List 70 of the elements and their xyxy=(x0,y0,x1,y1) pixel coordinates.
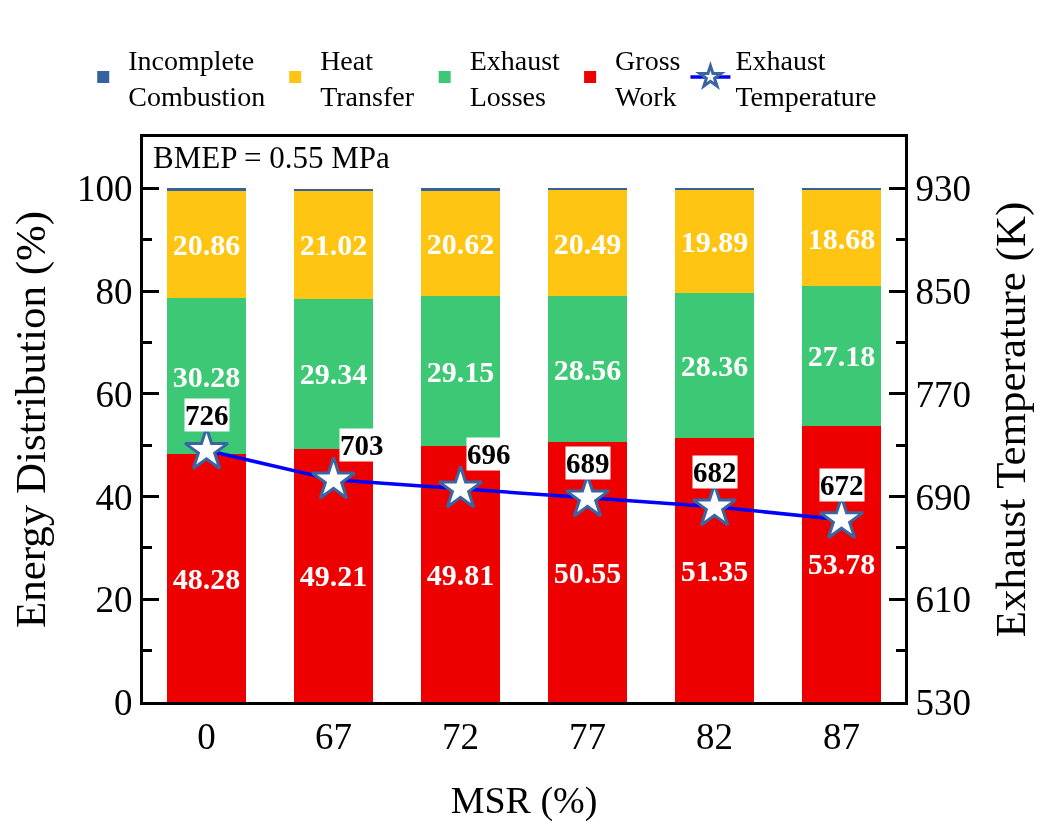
data-label: 29.15 xyxy=(426,354,495,388)
bar xyxy=(294,188,373,191)
legend-label: Exhaust Losses xyxy=(469,44,561,113)
bar xyxy=(548,295,627,443)
y-tick-label: 60 xyxy=(95,373,133,415)
data-label: 682 xyxy=(693,456,737,488)
y2-tick-label: 850 xyxy=(915,271,971,313)
bar xyxy=(675,438,754,702)
bar xyxy=(675,292,754,439)
data-label: 20.86 xyxy=(172,228,241,262)
y-tick-label: 100 xyxy=(77,168,133,210)
data-label: 28.36 xyxy=(680,348,749,382)
y-axis-title: Energy Distribution (%) xyxy=(7,210,55,629)
bar xyxy=(802,286,881,426)
data-label: 51.35 xyxy=(680,553,749,587)
bar xyxy=(294,190,373,299)
bar xyxy=(548,190,627,296)
data-label: 672 xyxy=(820,469,864,501)
data-label: 53.78 xyxy=(807,547,876,581)
data-label: 49.81 xyxy=(426,557,495,591)
bar xyxy=(802,190,881,287)
bar xyxy=(167,188,246,192)
y2-tick-label: 530 xyxy=(915,681,971,723)
data-label: 726 xyxy=(185,399,229,431)
x-tick-label: 0 xyxy=(197,716,216,758)
data-label: 29.34 xyxy=(299,357,368,391)
y-tick-label: 20 xyxy=(95,579,133,621)
data-label: 28.56 xyxy=(553,352,622,386)
y-tick-label: 80 xyxy=(95,271,133,313)
y2-tick-label: 690 xyxy=(915,476,971,518)
y-tick-label: 40 xyxy=(95,476,133,518)
data-label: 20.49 xyxy=(553,226,622,260)
x-tick-label: 82 xyxy=(696,716,733,758)
bar xyxy=(802,425,881,702)
legend-label: Gross Work xyxy=(615,44,681,113)
data-label: 49.21 xyxy=(299,559,368,593)
x-tick-label: 67 xyxy=(315,716,352,758)
bar xyxy=(675,188,754,191)
x-tick-label: 87 xyxy=(823,716,860,758)
data-label: 20.62 xyxy=(426,226,495,260)
bar xyxy=(421,296,500,447)
data-label: 696 xyxy=(467,438,511,470)
bar xyxy=(675,190,754,293)
data-label: 50.55 xyxy=(553,555,622,589)
x-tick-label: 77 xyxy=(569,716,606,758)
bar xyxy=(421,190,500,297)
data-label: 703 xyxy=(340,429,384,461)
x-tick-label: 72 xyxy=(442,716,479,758)
data-label: 19.89 xyxy=(680,225,749,258)
data-label: 689 xyxy=(566,447,610,479)
data-label: 18.68 xyxy=(807,221,876,255)
data-label: 30.28 xyxy=(172,359,241,393)
data-label: 27.18 xyxy=(807,339,876,373)
legend-label: Incomplete Combustion xyxy=(128,44,266,113)
bar xyxy=(167,191,246,299)
y-tick-label: 0 xyxy=(114,681,133,723)
y2-tick-label: 930 xyxy=(915,168,971,210)
legend-label: Exhaust Temperature xyxy=(735,44,877,113)
annotation: BMEP = 0.55 MPa xyxy=(153,140,391,175)
bar xyxy=(167,454,246,702)
bar xyxy=(421,188,500,191)
data-label: 21.02 xyxy=(299,228,368,262)
bar xyxy=(802,188,881,191)
data-label: 48.28 xyxy=(172,561,241,595)
bar xyxy=(548,188,627,191)
x-axis-title: MSR (%) xyxy=(450,778,598,822)
legend-label: Heat Transfer xyxy=(320,44,415,113)
y2-axis-title: Exhaust Temperature (K) xyxy=(986,201,1035,638)
y2-tick-label: 610 xyxy=(915,579,971,621)
y2-tick-label: 770 xyxy=(915,373,971,415)
